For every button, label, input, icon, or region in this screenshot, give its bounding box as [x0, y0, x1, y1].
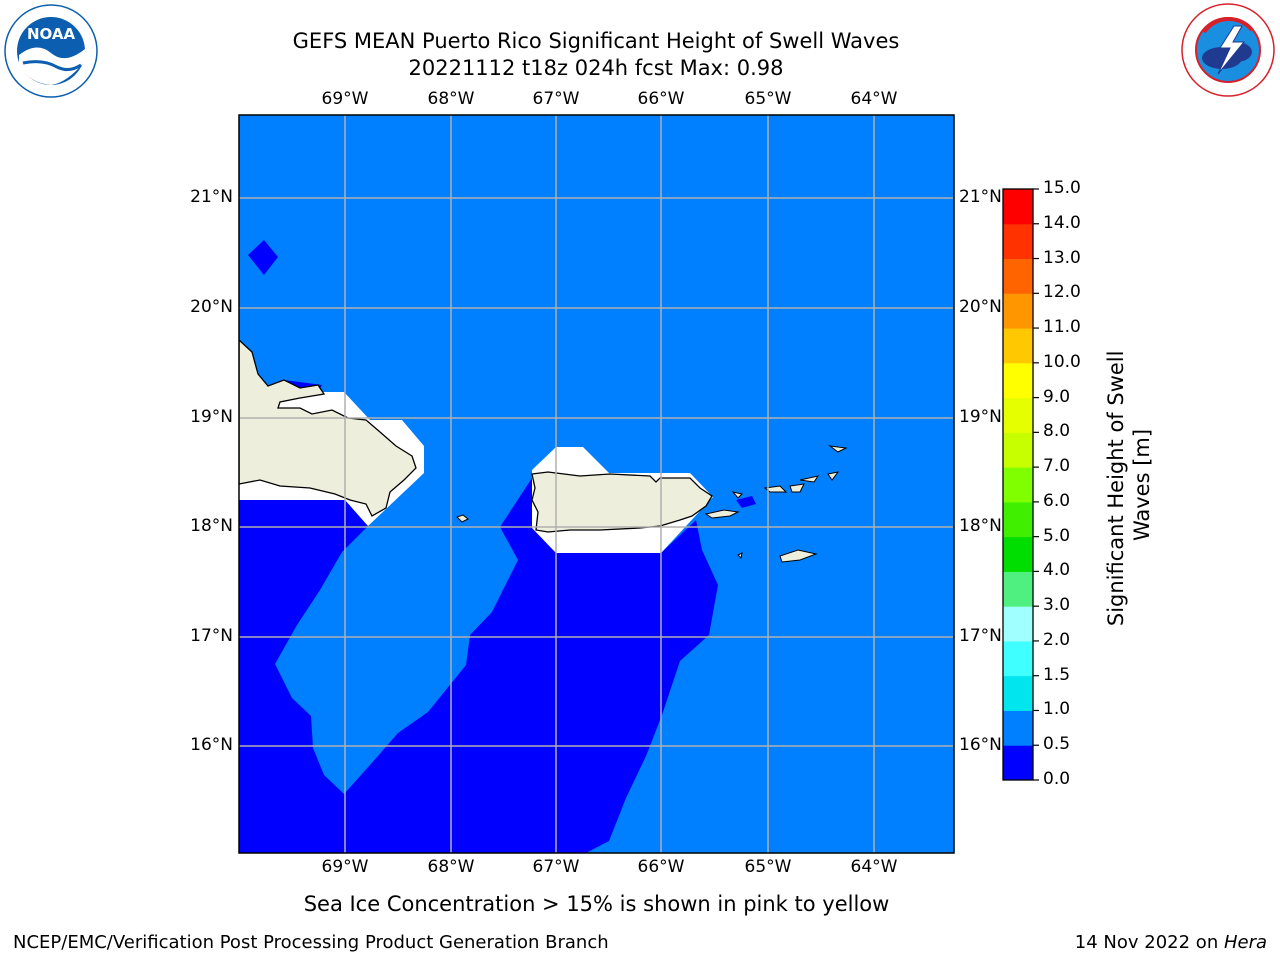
noaa-logo: NOAA — [4, 4, 98, 98]
latitude-label: 18°N — [190, 516, 233, 536]
colorbar-tick-label: 13.0 — [1043, 247, 1081, 268]
colorbar-segment — [1003, 501, 1033, 538]
map-gridlines — [239, 115, 954, 853]
latitude-label: 20°N — [190, 297, 233, 317]
latitude-label: 17°N — [190, 626, 233, 646]
colorbar-segment — [1003, 328, 1033, 364]
footer-credit: NCEP/EMC/Verification Post Processing Pr… — [13, 932, 609, 953]
colorbar-tick-label: 10.0 — [1043, 351, 1081, 372]
colorbar-tick-label: 4.0 — [1043, 560, 1071, 581]
colorbar-segment — [1003, 640, 1033, 677]
colorbar-tick-label: 9.0 — [1043, 386, 1071, 407]
anegada-island — [828, 445, 848, 453]
longitude-label: 64°W — [850, 89, 898, 109]
colorbar-label: Significant Height of Swell Waves [m] — [1104, 344, 1154, 626]
ocean-swell-0-to-0-5-patch — [248, 240, 278, 275]
longitude-label: 68°W — [427, 857, 475, 877]
colorbar-segment — [1003, 293, 1033, 329]
colorbar-tick-label: 1.5 — [1043, 664, 1071, 685]
mona-island — [456, 514, 469, 523]
longitude-label: 67°W — [532, 89, 580, 109]
longitude-label: 65°W — [744, 89, 792, 109]
colorbar-segment — [1003, 536, 1033, 572]
longitude-label: 64°W — [850, 857, 898, 877]
colorbar-tick-label: 0.0 — [1043, 769, 1071, 789]
colorbar-segment — [1003, 362, 1033, 399]
culebra-island — [731, 491, 743, 499]
longitude-label: 67°W — [532, 857, 580, 877]
latitude-label: 19°N — [959, 407, 1002, 427]
longitude-label: 66°W — [637, 89, 685, 109]
colorbar-tick-label: 7.0 — [1043, 456, 1071, 477]
latitude-label: 20°N — [959, 297, 1002, 317]
noaa-logo-text: NOAA — [27, 25, 76, 43]
longitude-label: 66°W — [637, 857, 685, 877]
colorbar-tick-label: 11.0 — [1043, 317, 1081, 338]
latitude-label: 21°N — [190, 187, 233, 207]
st-croix-island — [779, 549, 818, 563]
ocean-swell-0-to-0-5-patch — [736, 496, 756, 508]
colorbar-segment — [1003, 606, 1033, 642]
colorbar-tick-label: 15.0 — [1043, 178, 1081, 198]
colorbar-tick-label: 14.0 — [1043, 212, 1081, 233]
colorbar-tick-label: 0.5 — [1043, 734, 1071, 755]
nws-logo — [1181, 3, 1275, 97]
tortola-island — [799, 475, 820, 483]
puerto-rico-coastline — [531, 471, 713, 533]
latitude-label: 17°N — [959, 626, 1002, 646]
colorbar-segment — [1003, 571, 1033, 607]
colorbar-tick-label: 12.0 — [1043, 282, 1081, 303]
colorbar-tick-label: 5.0 — [1043, 525, 1071, 546]
colorbar-tick-label: 6.0 — [1043, 490, 1071, 511]
map-frame — [238, 114, 955, 854]
footer-host: Hera — [1223, 932, 1267, 953]
st-john-island — [789, 483, 805, 493]
colorbar-frame — [1002, 188, 1034, 781]
hispaniola-coastline — [239, 339, 417, 517]
latitude-label: 19°N — [190, 407, 233, 427]
chart-title: GEFS MEAN Puerto Rico Significant Height… — [292, 29, 900, 53]
latitude-label: 18°N — [959, 516, 1002, 536]
virgin-gorda-island — [827, 471, 840, 481]
latitude-label: 16°N — [959, 735, 1002, 755]
longitude-label: 68°W — [427, 89, 475, 109]
colorbar-segment — [1003, 432, 1033, 468]
colorbar-segment — [1003, 745, 1033, 781]
colorbar-segment — [1003, 258, 1033, 294]
longitude-label: 69°W — [321, 857, 369, 877]
colorbar-segment — [1003, 675, 1033, 711]
colorbar-tick-label: 1.0 — [1043, 699, 1071, 720]
colorbar-segment — [1003, 223, 1033, 260]
sea-ice-caption: Sea Ice Concentration > 15% is shown in … — [303, 892, 890, 916]
footer-date-text: 14 Nov 2022 on — [1074, 932, 1224, 953]
latitude-label: 16°N — [190, 735, 233, 755]
colorbar-segment — [1003, 397, 1033, 433]
colorbar-tick-label: 8.0 — [1043, 421, 1071, 442]
colorbar-label-line2: Waves [m] — [1130, 429, 1154, 541]
vieques-island — [704, 509, 740, 519]
colorbar-segment — [1003, 467, 1033, 503]
chart-subtitle: 20221112 t18z 024h fcst Max: 0.98 — [408, 56, 784, 80]
ocean-swell-0-to-0-5 — [239, 478, 718, 853]
colorbar-tick-label: 2.0 — [1043, 629, 1071, 650]
colorbar-segment — [1003, 189, 1033, 225]
colorbar — [1002, 188, 1039, 781]
colorbar-label-line1: Significant Height of Swell — [1104, 351, 1128, 627]
small-islet — [737, 552, 743, 560]
colorbar-tick-label: 3.0 — [1043, 595, 1071, 616]
longitude-label: 65°W — [744, 857, 792, 877]
longitude-label: 69°W — [321, 89, 369, 109]
latitude-label: 21°N — [959, 187, 1002, 207]
footer-date: 14 Nov 2022 on Hera — [1075, 932, 1267, 954]
colorbar-segment — [1003, 710, 1033, 746]
